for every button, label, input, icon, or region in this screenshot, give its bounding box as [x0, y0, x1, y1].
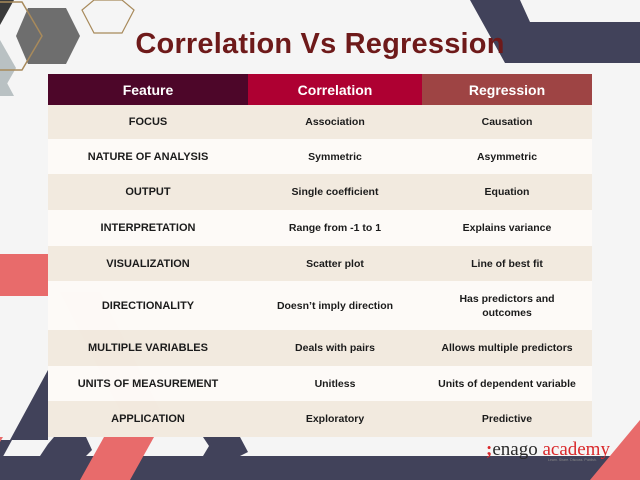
correlation-cell: Doesn’t imply direction: [276, 299, 394, 312]
table-row: APPLICATION Exploratory Predictive: [48, 401, 592, 437]
header-regression: Regression: [422, 74, 592, 105]
feature-cell: UNITS OF MEASUREMENT: [77, 377, 219, 390]
table-row: OUTPUT Single coefficient Equation: [48, 174, 592, 210]
feature-cell: FOCUS: [128, 116, 168, 128]
feature-cell: OUTPUT: [125, 186, 171, 198]
navy-triangle-left: [10, 370, 48, 440]
page-title: Correlation Vs Regression: [135, 28, 505, 60]
correlation-cell: Deals with pairs: [295, 342, 375, 354]
header-feature: Feature: [48, 74, 248, 105]
header-correlation: Correlation: [248, 74, 422, 105]
feature-cell: INTERPRETATION: [100, 222, 196, 234]
feature-cell: APPLICATION: [111, 413, 185, 425]
correlation-cell: Scatter plot: [306, 257, 364, 270]
correlation-cell: Single coefficient: [291, 186, 379, 198]
correlation-cell: Unitless: [314, 377, 356, 390]
dark-hexagon-fragment: [0, 0, 14, 25]
table-row: NATURE OF ANALYSIS Symmetric Asymmetric: [48, 139, 592, 174]
regression-cell: Line of best fit: [471, 257, 543, 270]
coral-stripe-bottom: [80, 437, 154, 480]
correlation-cell: Symmetric: [308, 150, 362, 163]
feature-cell: VISUALIZATION: [106, 257, 190, 270]
correlation-cell: Range from -1 to 1: [288, 222, 382, 234]
logo-product: academy: [542, 439, 610, 460]
coral-sliver-bottom-left: [0, 437, 3, 442]
navy-chevron-bottom-3: [205, 437, 248, 456]
regression-cell: Explains variance: [462, 222, 552, 234]
table-row: VISUALIZATION Scatter plot Line of best …: [48, 246, 592, 281]
enago-mark-icon: ;: [486, 439, 493, 460]
navy-slant-left: [0, 440, 12, 462]
correlation-cell: Association: [305, 116, 365, 128]
table-header: Feature Correlation Regression: [48, 74, 592, 105]
navy-chevron-bottom-1: [40, 437, 92, 456]
navy-chevron-bottom-2: [203, 437, 242, 456]
correlation-cell: Exploratory: [305, 413, 365, 425]
regression-cell: Units of dependent variable: [438, 377, 576, 390]
regression-cell: Equation: [484, 186, 530, 198]
regression-cell: Predictive: [481, 413, 533, 425]
feature-cell: DIRECTIONALITY: [101, 299, 195, 312]
feature-cell: NATURE OF ANALYSIS: [87, 150, 209, 163]
coral-block-left: [0, 254, 48, 296]
table-row: UNITS OF MEASUREMENT Unitless Units of d…: [48, 366, 592, 401]
enago-academy-logo: ;enago academy: [486, 440, 610, 459]
table-row: FOCUS Association Causation: [48, 105, 592, 139]
table-row: INTERPRETATION Range from -1 to 1 Explai…: [48, 210, 592, 246]
table-row: DIRECTIONALITY Doesn’t imply direction H…: [48, 281, 592, 330]
regression-cell: Has predictors and outcomes: [459, 292, 555, 319]
regression-cell: Causation: [481, 116, 533, 128]
logo-brand: enago: [492, 439, 538, 460]
logo-tagline: Learn. Share. Discuss. Publish.: [548, 458, 597, 462]
feature-cell: MULTIPLE VARIABLES: [88, 342, 208, 354]
table-row: MULTIPLE VARIABLES Deals with pairs Allo…: [48, 330, 592, 366]
comparison-table: Feature Correlation Regression FOCUS Ass…: [48, 74, 592, 437]
light-gray-triangle-lower: [0, 70, 14, 96]
regression-cell: Asymmetric: [476, 150, 538, 163]
regression-cell: Allows multiple predictors: [441, 342, 573, 354]
